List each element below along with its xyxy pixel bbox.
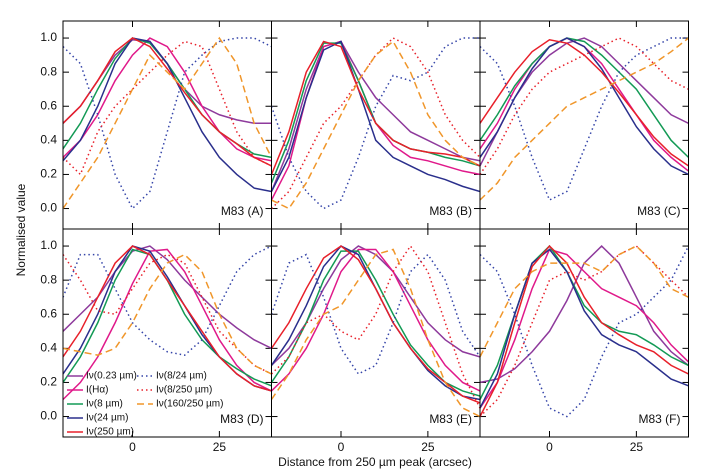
legend-label: Iν(8/250 µm) <box>156 385 212 396</box>
series-line <box>63 40 272 176</box>
series-line <box>271 250 480 397</box>
legend-label: Iν(8/24 µm) <box>156 371 207 382</box>
series-line <box>480 37 689 158</box>
y-tick-label: 0.4 <box>40 341 57 355</box>
y-axis-label: Normalised value <box>14 183 28 276</box>
y-tick-label: 0.2 <box>40 167 57 181</box>
series-line <box>271 40 480 201</box>
series-line <box>480 244 689 417</box>
y-tick-label: 0.8 <box>40 272 57 286</box>
panel-lines <box>480 37 689 202</box>
series-line <box>63 245 272 350</box>
y-tick-label: 0.0 <box>40 201 57 215</box>
series-line <box>480 37 689 175</box>
series-line <box>271 248 480 392</box>
series-line <box>271 40 480 210</box>
series-line <box>63 37 272 162</box>
series-line <box>480 37 689 167</box>
series-line <box>480 37 689 176</box>
y-tick-label: 1.0 <box>40 30 57 44</box>
series-line <box>271 245 480 404</box>
series-line <box>480 244 689 384</box>
series-line <box>63 37 272 210</box>
y-tick-label: 0.0 <box>40 409 57 423</box>
x-tick-label: 0 <box>129 440 136 454</box>
series-line <box>480 245 689 358</box>
series-line <box>480 245 689 418</box>
panel-lines <box>63 245 272 401</box>
panel-lines <box>271 244 480 418</box>
series-line <box>63 245 272 356</box>
series-line <box>480 248 689 409</box>
panel-label: M83 (A) <box>221 204 264 218</box>
series-line <box>480 248 689 409</box>
panel-label: M83 (D) <box>220 412 263 426</box>
panel-lines <box>63 36 272 210</box>
series-line <box>271 40 480 175</box>
legend-label: Iν(0.23 µm) <box>86 371 137 382</box>
panel-frame <box>479 20 689 230</box>
series-line <box>63 248 272 401</box>
legend-label: Iν(250 µm) <box>86 427 134 438</box>
series-line <box>63 253 272 375</box>
y-tick-label: 0.6 <box>40 306 57 320</box>
series-line <box>63 253 272 375</box>
x-tick-label: 0 <box>546 440 553 454</box>
legend-label: Iν(24 µm) <box>86 413 128 424</box>
series-line <box>63 37 272 159</box>
series-line <box>480 37 689 201</box>
y-tick-label: 0.8 <box>40 64 57 78</box>
panel-frame <box>62 20 272 230</box>
x-tick-label: 25 <box>421 440 435 454</box>
panel-frame <box>271 20 481 230</box>
series-line <box>480 38 689 167</box>
y-tick-label: 0.4 <box>40 133 57 147</box>
x-tick-label: 25 <box>213 440 227 454</box>
series-line <box>480 244 689 400</box>
panel-label: M83 (F) <box>639 412 681 426</box>
panel-frame <box>479 228 689 438</box>
series-line <box>271 253 480 375</box>
legend-label: Iν(8 µm) <box>86 399 123 410</box>
series-line <box>63 36 272 209</box>
series-line <box>63 38 272 125</box>
series-line <box>63 37 272 167</box>
legend-label: Iν(160/250 µm) <box>156 399 223 410</box>
series-line <box>63 248 272 387</box>
series-line <box>271 248 480 418</box>
panel-lines <box>480 244 689 418</box>
x-tick-label: 0 <box>338 440 345 454</box>
series-line <box>271 40 480 192</box>
y-tick-label: 0.2 <box>40 375 57 389</box>
y-tick-label: 1.0 <box>40 238 57 252</box>
panel-label: M83 (C) <box>637 204 680 218</box>
series-line <box>271 245 480 401</box>
legend-label: I(Hα) <box>86 385 108 396</box>
panel-lines <box>271 37 480 210</box>
series-line <box>63 37 272 193</box>
series-line <box>63 245 272 392</box>
x-tick-label: 25 <box>630 440 644 454</box>
panel-label: M83 (E) <box>429 412 472 426</box>
y-tick-label: 0.6 <box>40 98 57 112</box>
x-axis-label: Distance from 250 µm peak (arcsec) <box>278 455 472 469</box>
series-line <box>271 40 480 193</box>
panel-label: M83 (B) <box>429 204 472 218</box>
